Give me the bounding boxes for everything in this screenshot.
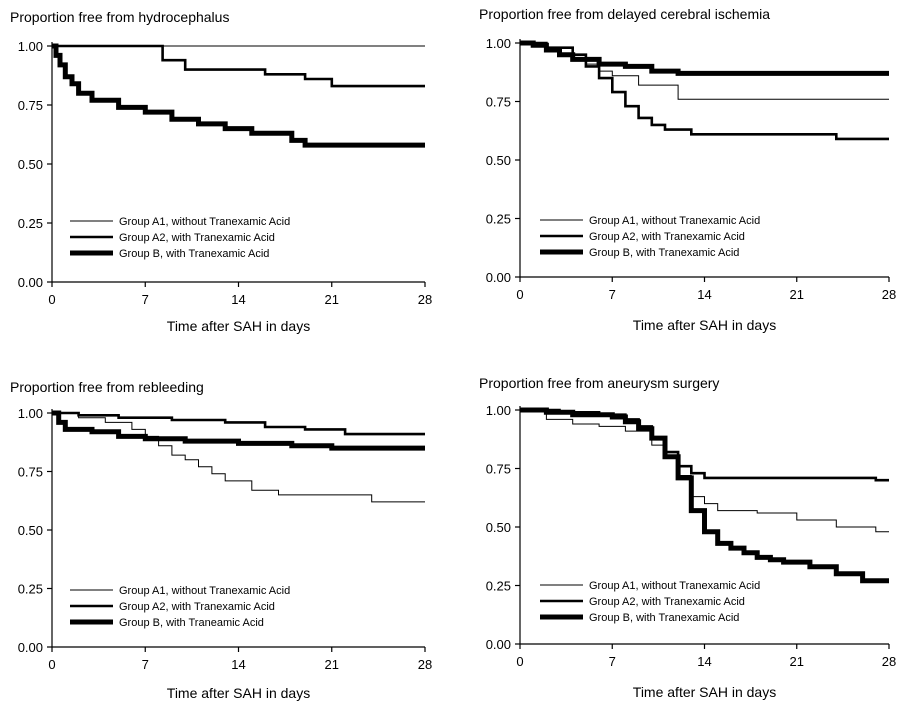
y-tick-label: 0.50 <box>486 520 511 535</box>
chart-title: Proportion free from delayed cerebral is… <box>479 6 770 22</box>
x-tick-label: 0 <box>48 657 55 672</box>
legend-entry: Group A2, with Tranexamic Acid <box>119 601 275 613</box>
chart-title: Proportion free from aneurysm surgery <box>479 375 719 391</box>
x-axis-label: Time after SAH in days <box>167 685 310 701</box>
x-tick-label: 21 <box>790 287 804 302</box>
x-tick-label: 7 <box>609 654 616 669</box>
x-tick-label: 21 <box>325 292 339 307</box>
y-tick-label: 0.50 <box>18 157 43 172</box>
y-tick-label: 0.25 <box>486 579 511 594</box>
legend: Group A1, without Tranexamic Acid Group A… <box>540 580 760 624</box>
y-tick-label: 0.50 <box>486 153 511 168</box>
legend: Group A1, without Tranexamic Acid Group A… <box>540 215 760 259</box>
y-tick-label: 0.50 <box>18 523 43 538</box>
y-tick-label: 0.25 <box>18 582 43 597</box>
x-tick-label: 28 <box>418 657 432 672</box>
legend-entry: Group B, with Tranexamic Acid <box>589 247 739 259</box>
series-line-medium <box>52 44 425 88</box>
x-axis-label: Time after SAH in days <box>167 318 310 334</box>
chart-panel-1: Proportion free from hydrocephalus 0.00 0.… <box>10 9 432 334</box>
x-axis-label: Time after SAH in days <box>633 684 776 700</box>
legend-entry: Group A1, without Tranexamic Acid <box>119 585 290 597</box>
series-line-thick <box>520 40 889 76</box>
x-tick-label: 28 <box>882 287 896 302</box>
series-line-medium <box>520 408 889 482</box>
legend: Group A1, without Tranexamic Acid Group A… <box>70 216 290 260</box>
x-tick-label: 14 <box>231 292 245 307</box>
legend-entry: Group A2, with Tranexamic Acid <box>589 231 745 243</box>
y-tick-label: 0.00 <box>486 270 511 285</box>
legend-entry: Group A2, with Tranexamic Acid <box>589 596 745 608</box>
y-tick-label: 0.75 <box>18 465 43 480</box>
y-tick-label: 0.00 <box>18 275 43 290</box>
x-tick-label: 21 <box>325 657 339 672</box>
legend: Group A1, without Tranexamic Acid Group A… <box>70 585 290 629</box>
y-tick-label: 1.00 <box>486 36 511 51</box>
y-tick-label: 1.00 <box>18 406 43 421</box>
chart-panel-3: Proportion free from rebleeding 0.00 0.25 0… <box>10 379 432 701</box>
series-line-thick <box>52 43 425 148</box>
legend-entry: Group B, with Traneamic Acid <box>119 617 264 629</box>
chart-panel-2: Proportion free from delayed cerebral is… <box>479 6 896 333</box>
chart-panel-4: Proportion free from aneurysm surgery 0.0… <box>479 375 896 700</box>
y-tick-label: 0.75 <box>18 98 43 113</box>
legend-entry: Group A1, without Tranexamic Acid <box>589 215 760 227</box>
x-tick-label: 7 <box>142 292 149 307</box>
x-tick-label: 14 <box>231 657 245 672</box>
x-tick-label: 14 <box>697 287 711 302</box>
legend-entry: Group A1, without Tranexamic Acid <box>589 580 760 592</box>
series-line-thin <box>52 412 425 503</box>
x-tick-label: 0 <box>516 654 523 669</box>
x-tick-label: 28 <box>418 292 432 307</box>
series-line-thick <box>52 410 425 451</box>
y-tick-label: 0.00 <box>486 637 511 652</box>
x-tick-label: 7 <box>609 287 616 302</box>
chart-title: Proportion free from rebleeding <box>10 379 204 395</box>
y-tick-label: 1.00 <box>18 39 43 54</box>
y-tick-label: 0.00 <box>18 640 43 655</box>
y-tick-label: 0.25 <box>18 216 43 231</box>
x-tick-label: 14 <box>697 654 711 669</box>
x-tick-label: 0 <box>48 292 55 307</box>
legend-entry: Group A2, with Tranexamic Acid <box>119 232 275 244</box>
y-tick-label: 0.75 <box>486 462 511 477</box>
x-tick-label: 28 <box>882 654 896 669</box>
y-tick-label: 1.00 <box>486 403 511 418</box>
y-tick-label: 0.25 <box>486 212 511 227</box>
x-tick-label: 21 <box>790 654 804 669</box>
legend-entry: Group A1, without Tranexamic Acid <box>119 216 290 228</box>
chart-title: Proportion free from hydrocephalus <box>10 9 229 25</box>
y-tick-label: 0.75 <box>486 95 511 110</box>
legend-entry: Group B, with Tranexamic Acid <box>119 248 269 260</box>
series-line-medium <box>52 411 425 436</box>
x-tick-label: 0 <box>516 287 523 302</box>
x-axis-label: Time after SAH in days <box>633 317 776 333</box>
legend-entry: Group B, with Tranexamic Acid <box>589 612 739 624</box>
series-line-thick <box>520 407 889 584</box>
x-tick-label: 7 <box>142 657 149 672</box>
